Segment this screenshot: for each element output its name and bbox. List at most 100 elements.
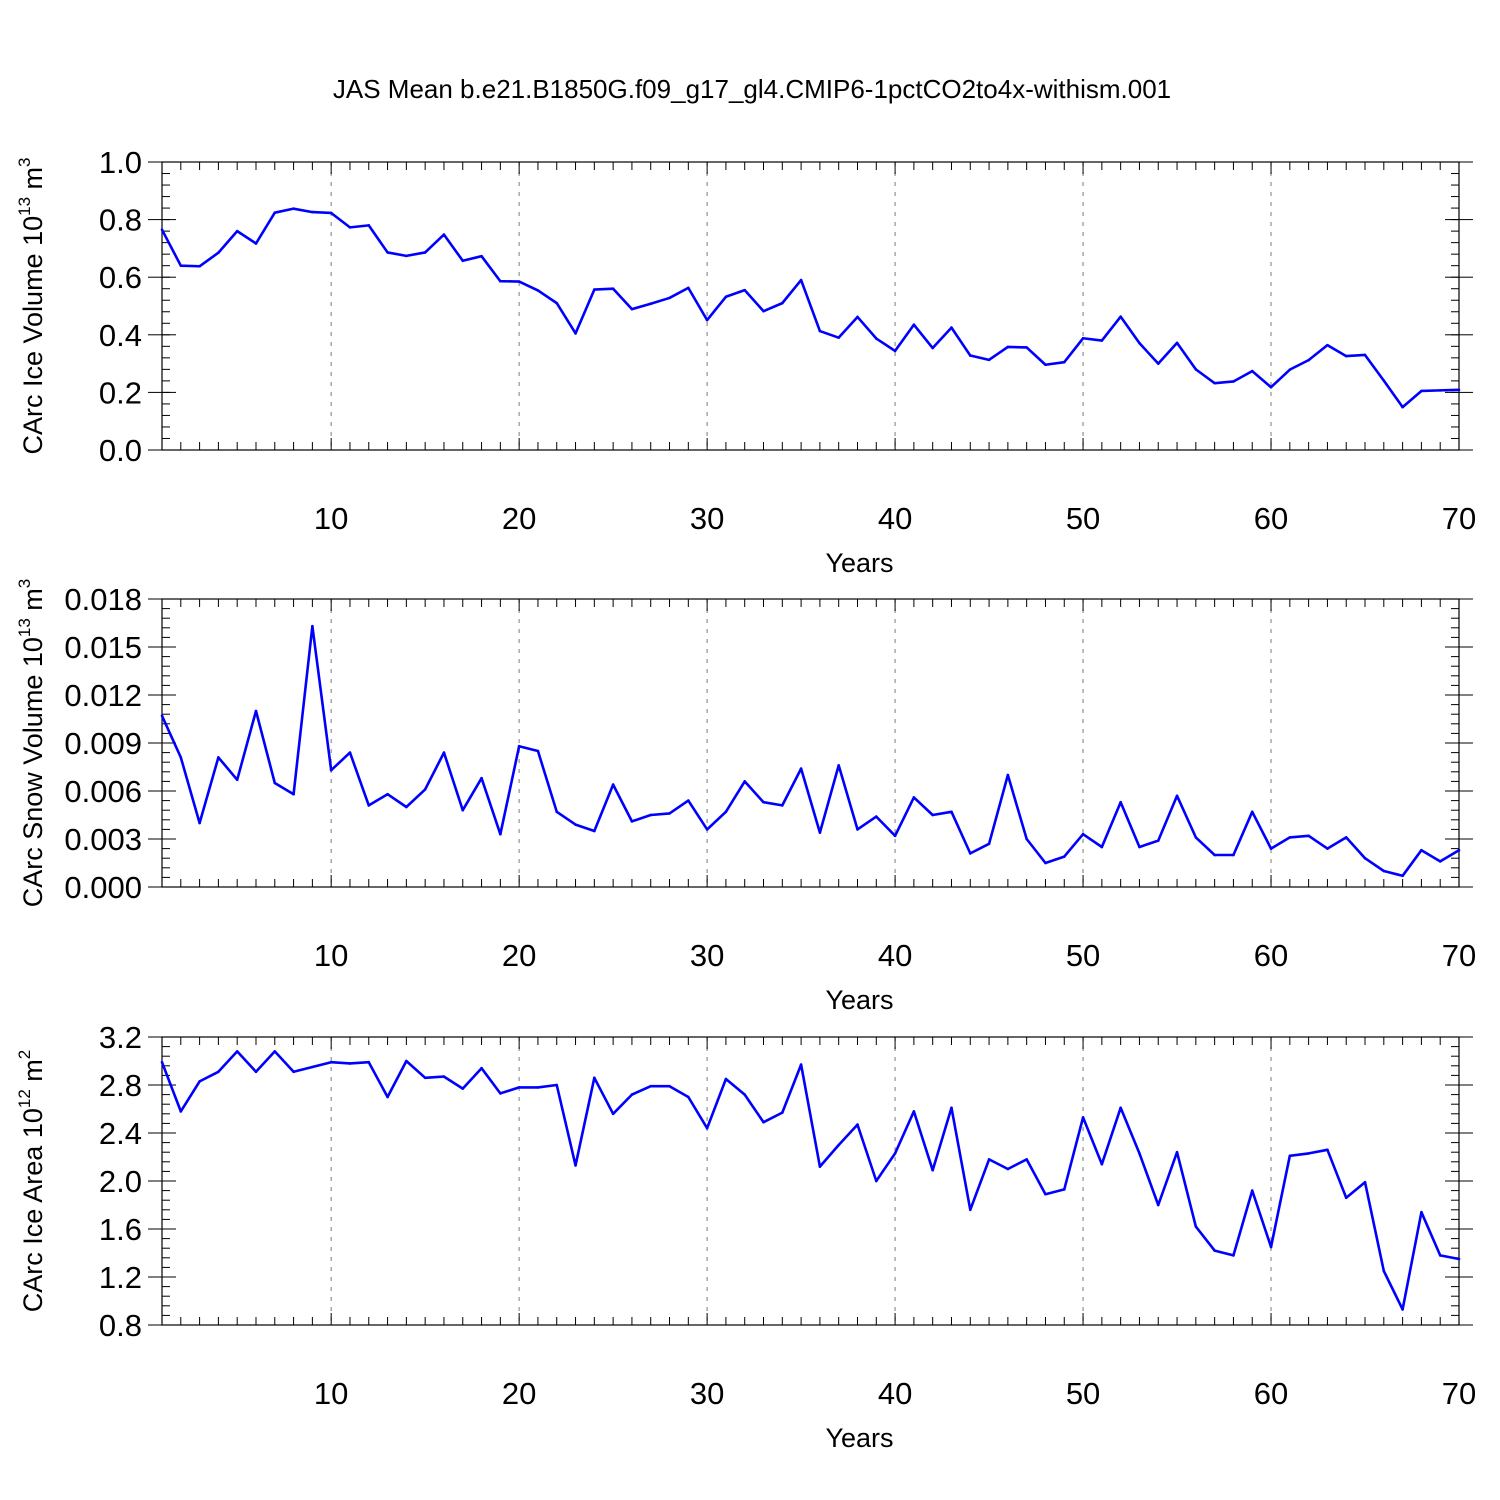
y-tick-label: 0.0 [99, 433, 142, 468]
series-line [160, 1050, 1460, 1311]
y-tick-label: 1.6 [99, 1212, 142, 1247]
x-tick-label: 40 [878, 501, 912, 536]
data-point [442, 1075, 446, 1078]
data-point [536, 749, 540, 753]
data-point [1326, 343, 1329, 347]
data-point [1307, 1152, 1310, 1155]
data-point [499, 832, 502, 836]
data-point [818, 329, 822, 333]
data-point [987, 1158, 991, 1161]
data-point [1401, 874, 1404, 878]
data-point [461, 808, 465, 812]
y-axis-title: CArc Snow Volume 1013 m3 [15, 579, 48, 908]
data-point [1119, 800, 1122, 804]
data-point [1438, 860, 1442, 863]
y-tick-label: 1.2 [99, 1260, 142, 1295]
data-point [1062, 855, 1066, 858]
data-point [499, 1092, 502, 1095]
data-point [1213, 381, 1216, 385]
data-point [536, 289, 540, 292]
data-point [837, 1143, 840, 1147]
data-point [1156, 362, 1160, 365]
data-point [762, 309, 765, 313]
data-point [235, 1050, 239, 1053]
data-point [1363, 353, 1367, 357]
data-point [611, 783, 615, 786]
y-axis-title: CArc Ice Volume 1013 m3 [15, 157, 48, 454]
data-point [856, 1123, 859, 1126]
data-point [480, 776, 483, 780]
data-point [931, 813, 934, 817]
data-point [574, 1164, 577, 1167]
data-point [1288, 836, 1292, 839]
data-point [480, 254, 483, 258]
data-point [1420, 848, 1423, 852]
x-tick-label: 20 [502, 1376, 536, 1411]
data-point [687, 1095, 690, 1099]
x-tick-label: 30 [690, 1376, 724, 1411]
y-tick-label: 0.012 [64, 678, 142, 713]
data-point [1307, 834, 1310, 838]
data-point [762, 1120, 765, 1124]
data-point [1006, 1167, 1010, 1171]
x-tick-label: 20 [502, 938, 536, 973]
data-point [724, 810, 728, 814]
data-point [687, 799, 690, 802]
series-line [160, 624, 1460, 878]
y-tick-label: 2.4 [99, 1116, 142, 1151]
data-point [1175, 341, 1179, 345]
data-point [1119, 1106, 1122, 1110]
data-point [950, 810, 953, 814]
y-tick-label: 3.2 [99, 1020, 142, 1055]
plot-frame [161, 598, 1460, 888]
data-point [781, 1111, 784, 1114]
data-point [160, 1060, 164, 1064]
data-point [311, 624, 314, 628]
y-axis-title: CArc Ice Area 1012 m2 [15, 1050, 48, 1313]
data-point [893, 1152, 897, 1155]
data-point [442, 751, 446, 754]
data-point [442, 233, 446, 236]
data-point [893, 349, 897, 353]
data-point [235, 778, 239, 782]
y-tick-label: 0.018 [64, 582, 142, 617]
chart-panel-1: 0.0 0.2 0.4 0.6 0.8 1.0 10 20 30 40 50 60 70 Years CAr… [15, 145, 1476, 578]
data-point [1138, 845, 1141, 849]
data-point [724, 1077, 728, 1081]
data-point [423, 251, 427, 254]
data-point [1044, 861, 1047, 865]
x-tick-label: 60 [1254, 938, 1288, 973]
x-tick-label: 10 [314, 501, 348, 536]
x-tick-label: 70 [1442, 1376, 1476, 1411]
data-point [329, 768, 333, 772]
data-point [593, 1076, 596, 1080]
data-point [781, 301, 784, 305]
data-point [837, 336, 840, 339]
data-point [1401, 1308, 1404, 1311]
data-point [348, 1062, 352, 1065]
data-point [1288, 1154, 1292, 1158]
data-point [574, 823, 577, 826]
data-point [423, 788, 427, 791]
data-point [724, 295, 728, 299]
data-point [893, 834, 897, 838]
x-tick-label: 10 [314, 938, 348, 973]
data-point [1232, 853, 1235, 857]
data-point [367, 804, 371, 807]
data-point [329, 211, 333, 215]
data-point [348, 751, 352, 754]
data-point [273, 211, 277, 214]
data-point [198, 1080, 201, 1083]
data-point [329, 1060, 333, 1064]
data-point [649, 1084, 653, 1088]
data-point [1100, 1162, 1104, 1166]
data-point [1006, 345, 1010, 349]
data-point [254, 709, 258, 713]
data-point [1382, 1269, 1386, 1273]
data-point [1344, 354, 1348, 358]
data-point [1006, 773, 1010, 777]
data-point [1044, 363, 1047, 367]
data-point [311, 1065, 314, 1069]
data-point [743, 288, 747, 292]
